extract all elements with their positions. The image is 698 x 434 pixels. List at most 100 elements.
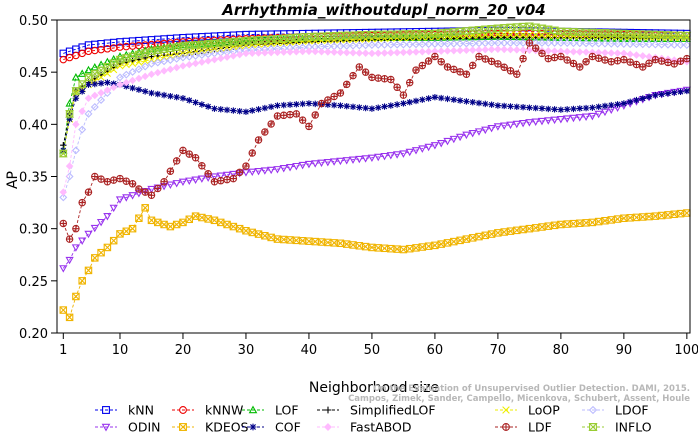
data-point-cof xyxy=(368,105,376,112)
data-point-cof xyxy=(507,103,514,110)
x-tick-label: 70 xyxy=(490,343,507,358)
data-point-fastabod xyxy=(607,49,616,57)
data-point-cof xyxy=(545,105,552,113)
data-point-odin xyxy=(292,162,301,171)
data-point-cof xyxy=(192,99,199,106)
data-point-odin xyxy=(437,140,446,148)
data-point-cof xyxy=(526,104,533,111)
data-point-ldf xyxy=(179,146,187,155)
data-point-odin xyxy=(103,213,112,221)
data-point-cof xyxy=(261,104,269,112)
data-point-odin xyxy=(122,194,131,202)
data-point-ldof xyxy=(575,39,584,48)
y-tick-label: 0.25 xyxy=(19,275,48,290)
data-point-fastabod xyxy=(513,46,521,54)
data-point-cof xyxy=(633,96,640,104)
data-point-cof xyxy=(78,88,86,95)
data-point-cof xyxy=(419,96,426,103)
data-point-loop xyxy=(147,56,156,64)
data-point-ldf xyxy=(557,52,565,61)
data-point-ldf xyxy=(109,176,118,184)
data-point-ldf xyxy=(664,58,672,67)
legend-item-odin: ODIN xyxy=(95,420,161,434)
data-point-cof xyxy=(330,101,338,109)
data-point-odin xyxy=(481,126,490,135)
y-tick-label: 0.50 xyxy=(19,14,48,29)
data-point-cof xyxy=(456,97,464,104)
data-point-ldf xyxy=(97,175,105,183)
data-point-fastabod xyxy=(223,53,231,61)
data-point-fastabod xyxy=(563,47,571,56)
data-point-fastabod xyxy=(462,46,471,55)
data-point-ldof xyxy=(59,193,68,202)
data-point-fastabod xyxy=(198,58,206,66)
data-point-fastabod xyxy=(172,63,181,72)
data-point-loop xyxy=(179,49,187,57)
data-point-ldf xyxy=(298,116,307,124)
y-axis-label: AP xyxy=(5,171,21,189)
data-point-kdeos xyxy=(97,248,105,257)
legend-item-lof: LOF xyxy=(242,403,299,418)
data-point-fastabod xyxy=(298,47,307,56)
legend-label: KDEOS xyxy=(205,420,249,434)
series-ldf xyxy=(59,39,691,243)
data-point-loop xyxy=(173,51,181,59)
data-point-ldf xyxy=(116,174,124,183)
data-point-odin xyxy=(531,118,540,126)
data-point-odin xyxy=(544,117,553,125)
data-point-fastabod xyxy=(330,48,338,56)
data-point-kdeos xyxy=(405,244,414,253)
data-point-ldof xyxy=(380,40,389,49)
data-point-kdeos xyxy=(128,224,137,233)
data-point-ldof xyxy=(430,40,439,48)
data-point-fastabod xyxy=(135,74,143,83)
legend-item-knn: kNN xyxy=(95,403,154,418)
legend-item-fastabod: FastABOD xyxy=(317,420,412,434)
data-point-ldf xyxy=(544,54,553,63)
data-point-fastabod xyxy=(380,49,389,57)
data-point-odin xyxy=(556,116,566,124)
data-point-odin xyxy=(229,170,238,179)
data-point-ldf xyxy=(91,172,99,181)
data-point-loop xyxy=(191,48,200,56)
data-point-kdeos xyxy=(135,214,143,222)
data-point-kdeos xyxy=(78,277,86,285)
data-point-ldof xyxy=(632,40,641,49)
data-point-ldof xyxy=(361,41,370,50)
data-point-odin xyxy=(298,161,307,170)
data-point-loop xyxy=(500,31,508,39)
data-point-ldof xyxy=(90,102,99,111)
data-point-ldof xyxy=(197,51,206,60)
data-point-ldof xyxy=(638,40,647,49)
data-point-lof xyxy=(109,54,118,63)
data-point-ldf xyxy=(393,83,401,92)
data-point-fastabod xyxy=(191,59,200,68)
data-point-ldof xyxy=(594,39,603,48)
data-point-odin xyxy=(367,154,377,163)
data-point-cof xyxy=(563,106,571,113)
data-point-ldof xyxy=(538,38,546,47)
data-point-ldf xyxy=(412,66,420,74)
series-line-loop xyxy=(62,34,687,154)
data-point-ldof xyxy=(613,39,622,48)
data-point-fastabod xyxy=(613,49,622,57)
data-point-cof xyxy=(204,103,212,110)
data-point-ldf xyxy=(361,68,370,76)
legend-label: INFLO xyxy=(615,420,652,434)
data-point-cof xyxy=(645,93,653,100)
data-point-ldf xyxy=(538,49,546,58)
data-point-fastabod xyxy=(305,47,313,56)
data-point-odin xyxy=(487,124,496,133)
chart-title: Arrhythmia_withoutdupl_norm_20_v04 xyxy=(221,1,545,19)
data-point-ldf xyxy=(103,177,112,186)
data-point-cof xyxy=(450,96,458,103)
data-point-ldof xyxy=(619,40,628,48)
data-point-odin xyxy=(550,116,559,125)
data-point-cof xyxy=(267,103,275,111)
data-point-odin xyxy=(166,181,175,189)
data-point-ldf xyxy=(431,52,439,61)
data-point-loop xyxy=(532,31,540,39)
data-point-ldf xyxy=(355,63,364,71)
data-point-odin xyxy=(178,178,188,187)
data-point-fastabod xyxy=(97,89,105,97)
